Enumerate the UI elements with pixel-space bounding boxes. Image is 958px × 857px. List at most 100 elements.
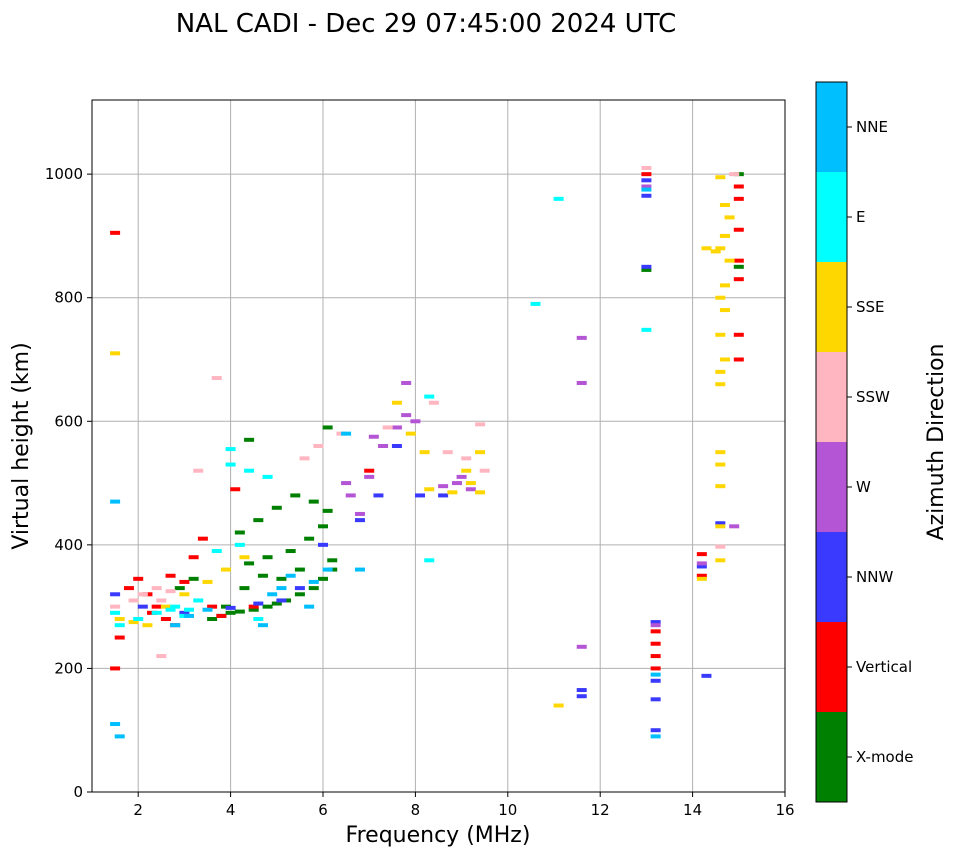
echo-point-e [244, 468, 255, 473]
echo-point-x-mode [327, 558, 338, 563]
echo-point-nne [308, 579, 319, 584]
echo-point-vertical [207, 604, 218, 609]
echo-point-nnw [318, 542, 328, 547]
echo-point-vertical [641, 172, 652, 177]
echo-point-w [368, 434, 379, 439]
echo-point-ssw [165, 589, 176, 594]
echo-point-x-mode [304, 536, 315, 541]
echo-point-x-mode [308, 499, 319, 504]
echo-point-sse [715, 450, 726, 455]
echo-point-w [576, 380, 587, 385]
echo-point-x-mode [318, 576, 328, 581]
echo-point-vertical [364, 468, 375, 473]
echo-point-vertical [696, 573, 707, 578]
echo-point-sse [461, 468, 472, 473]
echo-point-ssw [110, 604, 121, 609]
echo-point-nnw [576, 694, 587, 699]
echo-point-sse [696, 576, 707, 581]
echo-point-sse [715, 524, 726, 529]
colorbar-segment [816, 532, 847, 622]
y-tick-label: 600 [54, 412, 83, 430]
echo-point-sse [719, 308, 730, 313]
colorbar-segment [816, 442, 847, 532]
echo-point-x-mode [253, 518, 264, 523]
echo-point-vertical [110, 230, 121, 235]
echo-point-w [345, 493, 356, 498]
echo-point-vertical [123, 586, 134, 591]
echo-point-nnw [137, 604, 148, 609]
echo-point-vertical [133, 576, 144, 581]
echo-point-e [253, 617, 264, 621]
echo-point-sse [128, 620, 139, 625]
echo-point-w [451, 481, 462, 486]
echo-point-nnw [373, 493, 384, 498]
echo-point-vertical [188, 555, 199, 560]
colorbar-segment [816, 262, 847, 352]
colorbar-tick-label: SSE [856, 298, 885, 316]
echo-point-nnw [294, 586, 305, 591]
echo-point-ssw [156, 598, 167, 603]
colorbar-frame [815, 81, 848, 803]
echo-point-nne [322, 567, 333, 572]
echo-point-nne [650, 672, 661, 677]
x-tick-label: 14 [683, 801, 702, 819]
echo-point-x-mode [234, 530, 245, 535]
x-tick-label: 10 [498, 801, 517, 819]
echo-point-ssw [382, 425, 393, 430]
x-tick-label: 8 [411, 801, 421, 819]
echo-point-nnw [650, 697, 661, 702]
echo-point-nnw [253, 601, 264, 606]
echo-point-w [410, 419, 421, 424]
echo-point-w [729, 524, 740, 529]
echo-point-sse [220, 567, 231, 572]
echo-point-x-mode [294, 567, 305, 572]
x-tick-label: 12 [591, 801, 610, 819]
echo-point-x-mode [207, 617, 218, 621]
echo-point-w [354, 511, 365, 516]
echo-point-w [401, 380, 412, 385]
echo-point-e [165, 607, 176, 612]
echo-point-x-mode [322, 425, 333, 430]
echo-point-sse [447, 490, 458, 495]
echo-point-w [696, 561, 707, 566]
echo-point-e [184, 607, 195, 612]
echo-point-x-mode [244, 437, 255, 442]
echo-point-x-mode [285, 549, 296, 554]
echo-point-nnw [276, 598, 287, 603]
echo-point-nne [650, 734, 661, 739]
echo-point-nne [202, 607, 213, 612]
x-tick-label: 2 [133, 801, 143, 819]
echo-point-nne [184, 613, 195, 618]
colorbar-tick-label: X-mode [856, 748, 913, 766]
colorbar: X-mode Vertical NNW W SSW SSE E NNE [815, 81, 913, 803]
echo-point-ssw [313, 444, 324, 448]
echo-point-e [170, 604, 181, 609]
echo-point-e [530, 301, 541, 306]
echo-point-nne [304, 604, 315, 609]
x-tick-label: 4 [226, 801, 236, 819]
echo-point-nne [267, 592, 278, 597]
echo-point-w [438, 484, 449, 489]
y-axis-label: Virtual height (km) [9, 342, 34, 549]
echo-point-x-mode [733, 264, 744, 269]
echo-point-x-mode [225, 610, 236, 615]
echo-point-vertical [114, 635, 125, 640]
echo-point-nne [110, 722, 121, 727]
echo-point-x-mode [290, 493, 301, 498]
echo-point-ssw [461, 456, 472, 461]
echo-point-x-mode [262, 555, 273, 560]
echo-point-vertical [230, 487, 241, 492]
echo-point-nnw [179, 610, 190, 615]
echo-point-e [553, 196, 564, 201]
echo-point-e [234, 542, 245, 547]
echo-point-sse [405, 431, 416, 436]
echo-point-x-mode [308, 586, 319, 591]
echo-point-x-mode [641, 267, 652, 272]
y-tick-label: 800 [54, 289, 83, 307]
echo-point-nnw [701, 673, 712, 678]
echo-point-sse [701, 246, 712, 251]
echo-point-sse [710, 249, 721, 254]
colorbar-segment [816, 352, 847, 442]
echo-point-nnw [391, 444, 402, 448]
echo-point-sse [719, 357, 730, 362]
